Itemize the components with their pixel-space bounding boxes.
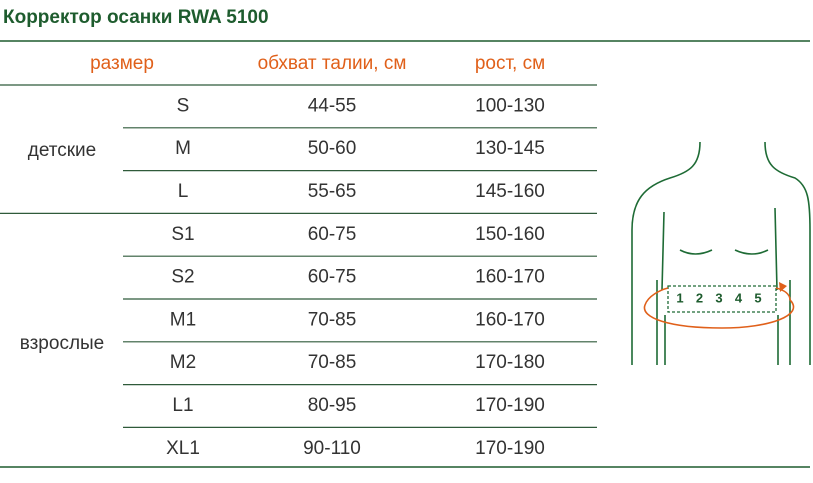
header-cell: рост, см (475, 53, 545, 74)
group-label: детские (28, 140, 97, 161)
table-cell: 160-170 (475, 267, 545, 288)
torso-illustration (631, 141, 811, 365)
table-cell: 100-130 (475, 95, 545, 116)
table-cell: M (175, 138, 191, 159)
header-cell: размер (90, 53, 154, 74)
table-cell: 130-145 (475, 138, 545, 159)
table-cell: 80-95 (308, 395, 357, 416)
table-cell: 170-190 (475, 395, 545, 416)
table-cell: 70-85 (308, 352, 357, 373)
table-cell: L1 (172, 395, 193, 416)
table-cell: 50-60 (308, 138, 357, 159)
table-cell: S (177, 95, 190, 116)
table-cell: 44-55 (308, 95, 357, 116)
table-cell: S1 (171, 224, 194, 245)
table-cell: 60-75 (308, 267, 357, 288)
table-cell: 90-110 (303, 438, 361, 459)
belt-number: 2 (696, 290, 703, 305)
table-cell: XL1 (166, 438, 200, 459)
table-cell: 70-85 (308, 309, 357, 330)
table-cell: 170-190 (475, 438, 545, 459)
header-cell: обхват талии, см (258, 53, 407, 74)
belt-number: 3 (715, 290, 722, 305)
table-cell: M1 (170, 309, 196, 330)
table-cell: 60-75 (308, 224, 357, 245)
belt-number: 1 (676, 290, 683, 305)
table-cell: L (178, 181, 189, 202)
table-cell: 145-160 (475, 181, 545, 202)
table-cell: 160-170 (475, 309, 545, 330)
belt-number: 5 (754, 290, 761, 305)
group-label: взрослые (20, 333, 105, 354)
title: Корректор осанки RWA 5100 (3, 7, 269, 28)
table-cell: 55-65 (308, 181, 357, 202)
table-cell: 150-160 (475, 224, 545, 245)
table-cell: M2 (170, 352, 196, 373)
table-cell: S2 (171, 267, 194, 288)
belt-number: 4 (735, 290, 743, 305)
table-cell: 170-180 (475, 352, 545, 373)
